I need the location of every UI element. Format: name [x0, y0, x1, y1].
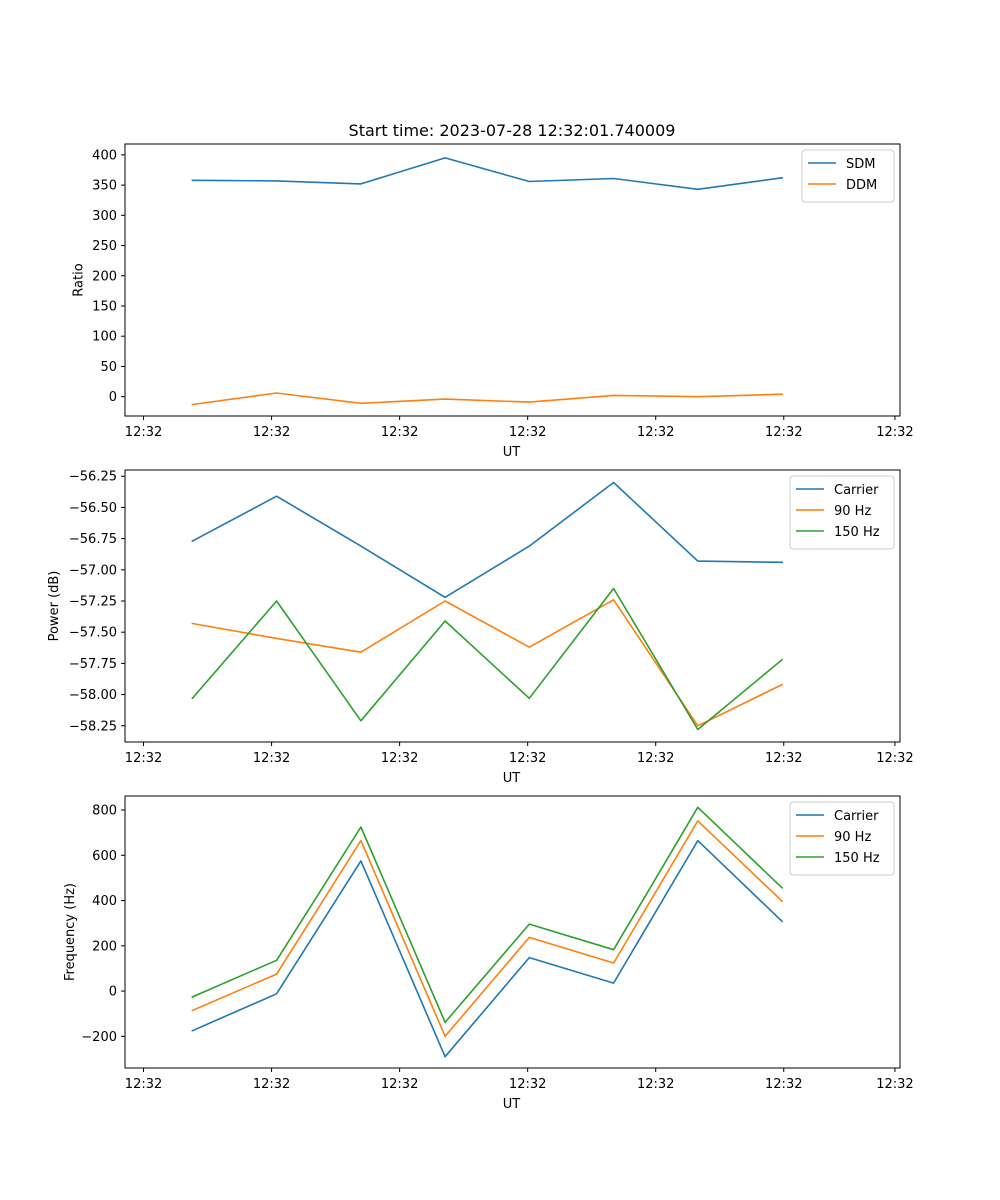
legend: Carrier 90 Hz 150 Hz	[789, 475, 895, 550]
legend-label: Carrier	[834, 809, 879, 824]
x-tick-label: 12:32	[125, 751, 162, 766]
y-tick-label: −57.00	[69, 563, 117, 578]
y-tick-label: 0	[109, 390, 117, 405]
y-tick-label: −58.25	[69, 719, 117, 734]
legend-label: Carrier	[834, 483, 879, 498]
legend-label: 150 Hz	[834, 525, 880, 540]
y-tick-label: 400	[92, 148, 117, 163]
legend: Carrier 90 Hz 150 Hz	[789, 801, 895, 876]
y-tick-label: 200	[92, 269, 117, 284]
x-axis-label: UT	[503, 1097, 521, 1112]
x-tick-label: 12:32	[876, 1077, 913, 1092]
series-line-90-hz	[191, 820, 784, 1038]
x-tick-label: 12:32	[381, 1077, 418, 1092]
y-tick-label: −57.25	[69, 595, 117, 610]
series-line-90-hz	[191, 598, 784, 727]
y-tick-label: −56.25	[69, 470, 117, 485]
chart-panel-3: 12:32 12:32 12:32 12:32 12:32 12:32 12:32 UT −20…	[63, 795, 914, 1112]
y-tick-label: −57.75	[69, 657, 117, 672]
series-line-carrier	[191, 839, 784, 1058]
y-tick-label: −200	[81, 1030, 117, 1045]
x-axis-label: UT	[503, 445, 521, 460]
x-tick-label: 12:32	[765, 425, 802, 440]
y-tick-label: 50	[100, 360, 117, 375]
x-tick-label: 12:32	[637, 1077, 674, 1092]
chart-title: Start time: 2023-07-28 12:32:01.740009	[349, 121, 676, 140]
y-tick-label: 0	[109, 985, 117, 1000]
x-tick-label: 12:32	[381, 751, 418, 766]
series-line-150-hz	[191, 587, 784, 731]
y-tick-label: 200	[92, 939, 117, 954]
y-tick-label: 300	[92, 209, 117, 224]
x-tick-label: 12:32	[509, 1077, 546, 1092]
y-tick-label: −56.75	[69, 532, 117, 547]
axes-frame	[124, 143, 901, 417]
x-tick-label: 12:32	[125, 425, 162, 440]
x-tick-label: 12:32	[876, 751, 913, 766]
y-tick-label: 600	[92, 849, 117, 864]
y-tick-label: 150	[92, 299, 117, 314]
y-tick-label: 400	[92, 894, 117, 909]
x-tick-label: 12:32	[253, 1077, 290, 1092]
x-tick-label: 12:32	[125, 1077, 162, 1092]
x-axis-label: UT	[503, 771, 521, 786]
series-line-ddm	[191, 392, 783, 406]
y-axis-label: Frequency (Hz)	[63, 883, 78, 981]
y-axis-label: Power (dB)	[47, 571, 62, 642]
y-tick-label: −57.50	[69, 626, 117, 641]
chart-panel-1: 12:32 12:32 12:32 12:32 12:32 12:32 12:32 UT 0 50…	[71, 143, 914, 460]
x-tick-label: 12:32	[509, 425, 546, 440]
legend-label: 90 Hz	[834, 504, 871, 519]
x-tick-label: 12:32	[509, 751, 546, 766]
x-tick-label: 12:32	[637, 425, 674, 440]
y-axis-label: Ratio	[71, 263, 86, 296]
chart-panel-2: 12:32 12:32 12:32 12:32 12:32 12:32 12:32 UT −56…	[47, 469, 914, 786]
legend-label: 150 Hz	[834, 851, 880, 866]
x-tick-label: 12:32	[765, 751, 802, 766]
x-tick-label: 12:32	[637, 751, 674, 766]
x-tick-label: 12:32	[876, 425, 913, 440]
y-tick-label: 100	[92, 330, 117, 345]
y-tick-label: 800	[92, 804, 117, 819]
x-tick-label: 12:32	[765, 1077, 802, 1092]
legend-label: SDM	[846, 157, 875, 172]
y-tick-label: 350	[92, 179, 117, 194]
legend-label: DDM	[846, 178, 877, 193]
y-tick-label: −58.00	[69, 688, 117, 703]
series-line-carrier	[191, 481, 783, 599]
y-tick-label: −56.50	[69, 501, 117, 516]
x-tick-label: 12:32	[253, 751, 290, 766]
y-tick-label: 250	[92, 239, 117, 254]
series-line-150-hz	[191, 806, 784, 1024]
axes-frame	[124, 469, 901, 743]
axes-frame	[124, 795, 901, 1069]
legend: SDM DDM	[801, 149, 895, 203]
x-tick-label: 12:32	[253, 425, 290, 440]
legend-label: 90 Hz	[834, 830, 871, 845]
series-line-sdm	[191, 157, 784, 191]
x-tick-label: 12:32	[381, 425, 418, 440]
